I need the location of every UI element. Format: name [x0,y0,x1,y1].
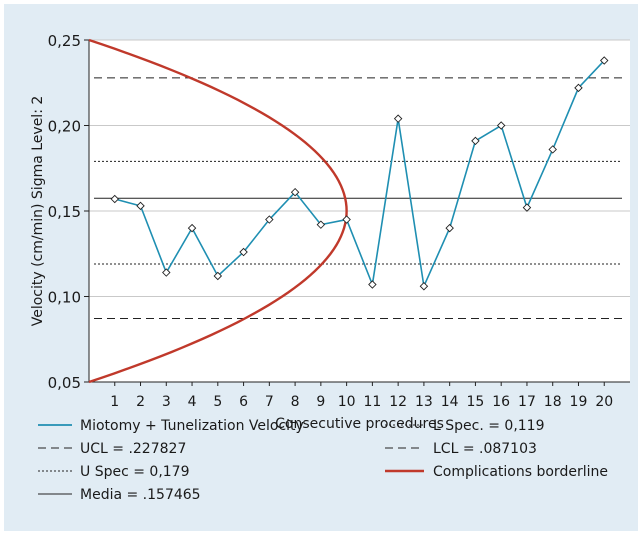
legend-label: UCL = .227827 [80,441,186,457]
y-axis-title: Velocity (cm/min) Sigma Level: 2 [30,96,46,327]
x-tick-label: 3 [162,394,171,410]
legend-label: Miotomy + Tunelization Velocity [80,418,304,434]
data-point-marker [213,271,223,281]
x-tick-label: 11 [363,394,381,410]
x-tick-label: 7 [265,394,274,410]
velocity-series-line [114,59,605,290]
x-tick-label: 10 [338,394,356,410]
data-point-marker [316,220,326,229]
data-point-marker [342,215,351,224]
x-tick-label: 17 [518,394,536,410]
data-point-marker [522,203,532,212]
x-tick-label: 4 [188,394,197,410]
x-tick-label: 9 [316,394,325,410]
x-tick-label: 20 [595,394,613,410]
data-point-marker [419,282,429,291]
complications-borderline-curve [88,38,348,384]
data-point-marker [574,83,583,93]
y-tick-label: 0,10 [48,289,81,307]
x-tick-label: 6 [239,394,248,410]
data-point-marker [368,280,377,289]
x-tick-label: 15 [467,394,485,410]
legend-label: Complications borderline [433,464,608,480]
data-point-marker [239,247,248,257]
x-tick-label: 1 [110,394,119,410]
x-tick-label: 5 [213,394,222,410]
data-point-marker [471,136,480,146]
y-tick-label: 0,05 [48,374,81,392]
x-tick-label: 14 [441,394,459,410]
data-point-marker [496,121,506,130]
data-point-marker [265,215,274,224]
legend-label: L Spec. = 0,119 [433,418,545,434]
x-tick-label: 8 [291,394,300,410]
data-point-marker [187,223,197,233]
legend-label: Media = .157465 [80,487,201,503]
data-point-marker [162,268,171,277]
y-tick-label: 0,15 [48,203,81,221]
x-tick-label: 18 [544,394,562,410]
y-tick-label: 0,20 [48,118,81,136]
x-tick-label: 13 [415,394,433,410]
data-point-marker [136,201,145,211]
data-point-marker [393,114,403,123]
data-point-marker [548,145,557,154]
x-tick-label: 12 [389,394,407,410]
data-point-marker [445,223,454,233]
y-tick-label: 0,25 [48,32,81,50]
x-tick-label: 2 [136,394,145,410]
data-point-marker [290,187,300,197]
data-point-marker [600,56,609,65]
data-point-marker [110,194,119,204]
x-axis-title: Consecutive procedures [275,416,444,432]
legend-label: LCL = .087103 [433,441,537,457]
x-tick-label: 19 [570,394,588,410]
x-tick-label: 16 [492,394,510,410]
legend-label: U Spec = 0,179 [80,464,190,480]
